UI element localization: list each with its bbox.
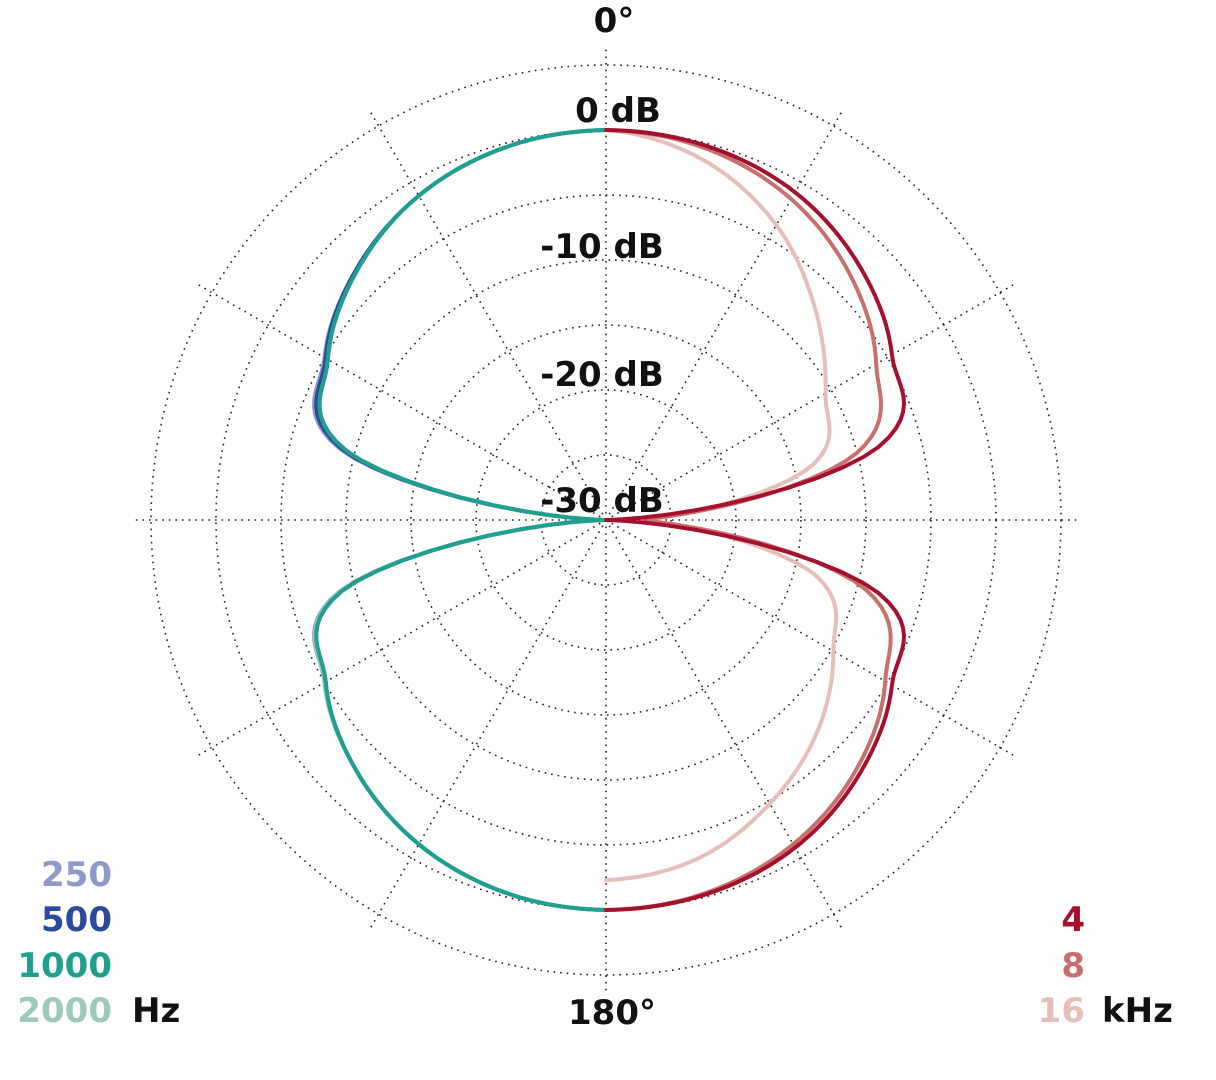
grid-spoke [605,281,1018,521]
legend-hz-2000: 2000 [17,991,112,1031]
radial-tick-label: -10 dB [540,227,664,267]
grid-spoke [605,108,845,521]
radial-tick-label: -20 dB [540,355,664,395]
legend-hz-500: 500 [41,900,112,940]
legend-khz-4: 4 [1061,900,1085,940]
grid-spoke [367,519,607,932]
radial-tick-label: 0 dB [575,91,661,131]
legend-hz-1000: 1000 [17,946,112,986]
legend-hz-unit: Hz [132,991,180,1031]
angle-label-bottom: 180° [568,993,656,1033]
grid-ring [410,324,802,716]
grid-spoke [367,108,607,521]
grid-ring [540,454,672,586]
grid-spoke [194,519,607,759]
grid-ring [150,64,1062,976]
series-line-8 [604,128,893,912]
legend-hz-250: 250 [41,855,112,895]
grid-ring [475,389,737,651]
legend-khz-8: 8 [1061,946,1085,986]
radial-tick-label: -30 dB [540,481,664,521]
grid-spoke [605,519,845,932]
legend-khz-16: 16 [1038,991,1085,1031]
angle-label-top: 0° [594,1,635,41]
grid-spoke [605,519,1018,759]
grid-ring [345,259,867,781]
series-line-4 [604,128,906,912]
polar-grid [131,45,1081,995]
polar-curves [312,128,906,912]
legend-khz-unit: kHz [1102,991,1173,1031]
